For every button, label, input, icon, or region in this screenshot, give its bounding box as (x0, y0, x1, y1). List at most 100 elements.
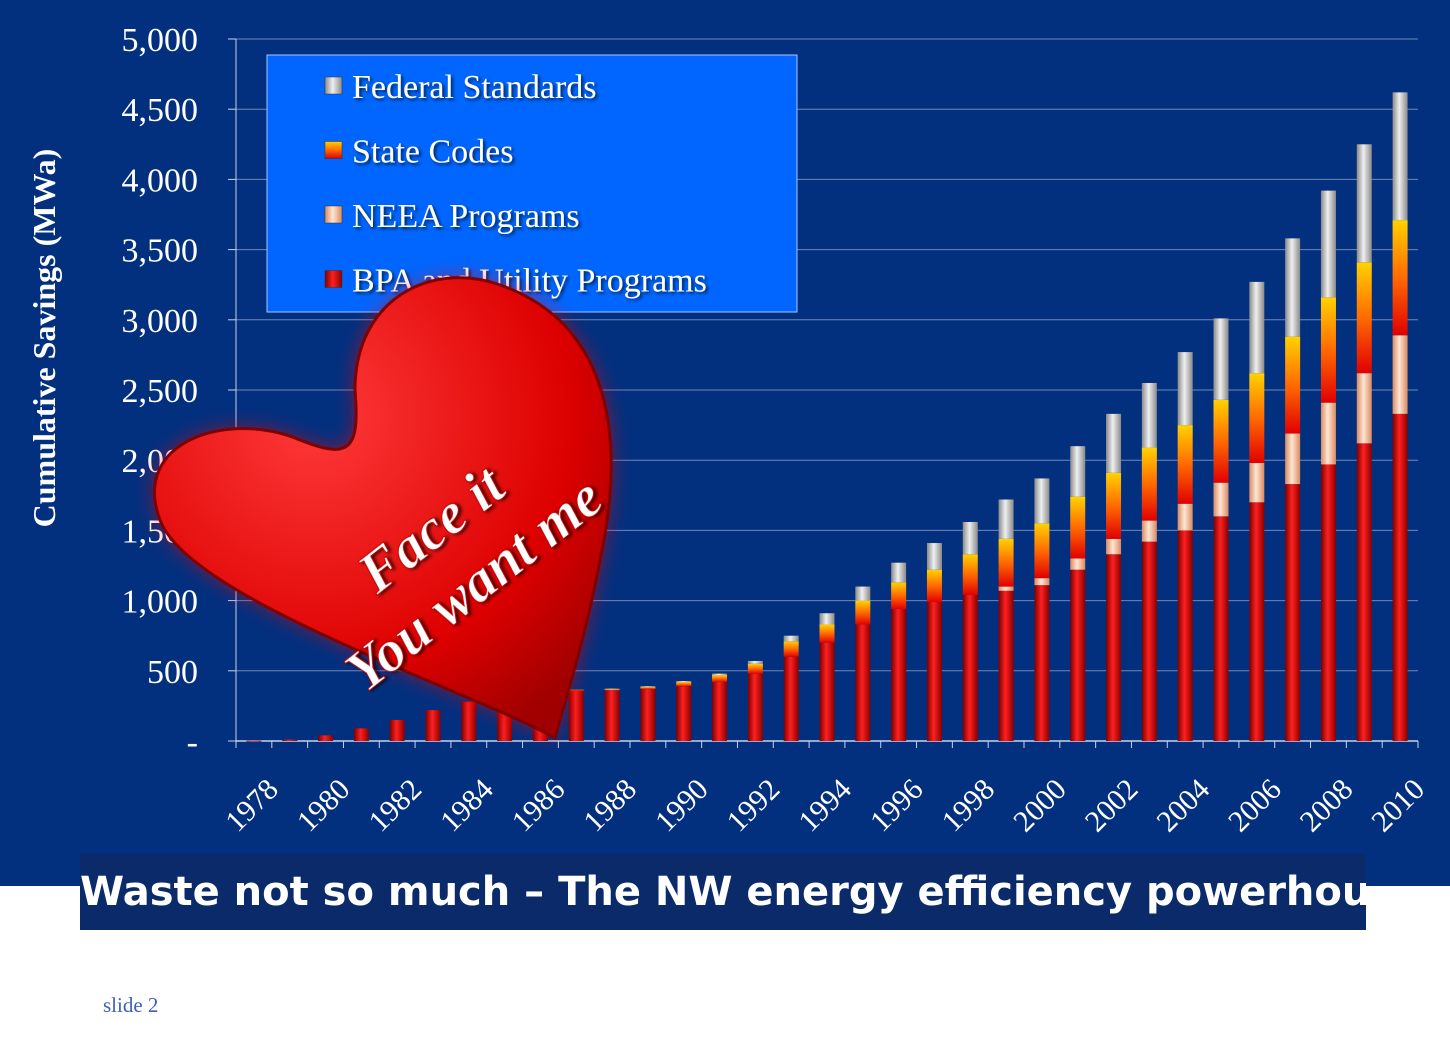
bar-bpa-and-utility-programs-1994 (819, 642, 835, 741)
bar-federal-standards-2005 (1213, 318, 1229, 400)
bar-federal-standards-1999 (998, 499, 1014, 539)
x-tick-label: 1998 (935, 773, 1001, 839)
bar-neea-programs-2001 (1070, 558, 1086, 570)
bar-bpa-and-utility-programs-1990 (676, 686, 692, 741)
y-tick-label: 3,500 (122, 233, 199, 270)
bar-state-codes-2007 (1285, 336, 1301, 434)
bar-bpa-and-utility-programs-2001 (1070, 569, 1086, 741)
y-axis-label: Cumulative Savings (MWa) (26, 149, 62, 528)
legend-swatch (324, 141, 343, 159)
bar-federal-standards-2006 (1249, 281, 1265, 374)
y-tick-label: 4,500 (122, 92, 199, 129)
x-tick-label: 1982 (362, 773, 428, 839)
bars (246, 92, 1408, 742)
legend-swatch (324, 205, 343, 224)
bar-state-codes-1988 (604, 689, 620, 691)
bar-federal-standards-2002 (1106, 413, 1122, 473)
bar-bpa-and-utility-programs-2008 (1320, 464, 1336, 741)
bar-state-codes-2010 (1392, 220, 1408, 336)
bar-state-codes-1989 (640, 686, 656, 690)
bar-federal-standards-2001 (1070, 446, 1086, 497)
bar-state-codes-1994 (819, 624, 835, 643)
bar-bpa-and-utility-programs-1995 (855, 624, 871, 741)
bar-bpa-and-utility-programs-1983 (425, 710, 441, 741)
y-tick-label: 4,000 (122, 162, 199, 199)
bar-bpa-and-utility-programs-1979 (282, 739, 298, 741)
bar-bpa-and-utility-programs-1988 (604, 690, 620, 741)
bar-bpa-and-utility-programs-1997 (926, 602, 942, 741)
x-tick-label: 2008 (1294, 773, 1360, 839)
bar-federal-standards-1996 (891, 562, 907, 583)
bar-state-codes-1993 (783, 641, 799, 657)
bar-state-codes-1991 (712, 675, 728, 683)
bar-state-codes-1995 (855, 600, 871, 625)
slide-title-banner: Waste not so much – The NW energy effici… (80, 854, 1366, 930)
bar-neea-programs-2005 (1213, 482, 1229, 517)
bar-bpa-and-utility-programs-1999 (998, 590, 1014, 741)
legend-label: State Codes (352, 134, 513, 171)
x-tick-label: 1980 (291, 773, 357, 839)
bar-state-codes-2008 (1320, 297, 1336, 403)
bar-state-codes-2004 (1177, 425, 1193, 504)
bar-bpa-and-utility-programs-2005 (1213, 516, 1229, 741)
bar-state-codes-1997 (926, 569, 942, 603)
bar-federal-standards-1988 (604, 688, 620, 690)
bar-federal-standards-1997 (926, 543, 942, 570)
bar-federal-standards-1990 (676, 681, 692, 683)
bar-bpa-and-utility-programs-2006 (1249, 502, 1265, 741)
bar-federal-standards-2003 (1141, 382, 1157, 448)
bar-bpa-and-utility-programs-2003 (1141, 541, 1157, 741)
legend-box (266, 54, 798, 313)
bar-federal-standards-1992 (747, 660, 763, 664)
bar-bpa-and-utility-programs-1989 (640, 689, 656, 741)
y-tick-label: 500 (147, 654, 198, 691)
y-tick-label: 1,000 (122, 584, 199, 621)
y-tick-label: 3,000 (122, 303, 199, 340)
y-tick-label: 5,000 (122, 22, 199, 59)
bar-federal-standards-2010 (1392, 92, 1408, 221)
bar-state-codes-1990 (676, 682, 692, 687)
bar-state-codes-1992 (747, 663, 763, 674)
legend-label: NEEA Programs (352, 198, 580, 235)
bar-state-codes-2001 (1070, 496, 1086, 559)
x-tick-label: 1990 (649, 773, 715, 839)
x-tick-label: 1988 (577, 773, 643, 839)
bar-bpa-and-utility-programs-2009 (1356, 443, 1372, 741)
bar-bpa-and-utility-programs-1991 (712, 682, 728, 741)
bar-federal-standards-2007 (1285, 238, 1301, 337)
x-tick-label: 1992 (721, 773, 787, 839)
bar-bpa-and-utility-programs-1984 (461, 701, 477, 741)
chart-area: -5001,0001,5002,0002,5003,0003,5004,0004… (26, 22, 1431, 839)
bar-bpa-and-utility-programs-2010 (1392, 413, 1408, 741)
bar-bpa-and-utility-programs-1993 (783, 656, 799, 741)
bar-neea-programs-1999 (998, 586, 1014, 591)
bar-state-codes-2006 (1249, 373, 1265, 464)
bar-neea-programs-2002 (1106, 538, 1122, 555)
legend: Federal Standards State Codes NEEA Program… (266, 54, 798, 313)
heart-sticker: Face it You want me (153, 276, 615, 741)
legend-label: Federal Standards (352, 69, 597, 106)
bar-federal-standards-2009 (1356, 144, 1372, 263)
x-tick-label: 2000 (1007, 773, 1073, 839)
x-tick-label: 1978 (219, 773, 285, 839)
bar-federal-standards-1993 (783, 635, 799, 642)
bar-neea-programs-2010 (1392, 335, 1408, 414)
bar-state-codes-2000 (1034, 523, 1050, 579)
bar-state-codes-2003 (1141, 447, 1157, 521)
bar-federal-standards-1991 (712, 673, 728, 676)
bar-state-codes-2002 (1106, 472, 1122, 539)
heart-shape (153, 276, 613, 741)
bar-state-codes-1998 (962, 554, 978, 595)
bar-neea-programs-2008 (1320, 402, 1336, 465)
bar-federal-standards-1995 (855, 586, 871, 601)
bar-federal-standards-1998 (962, 521, 978, 555)
bar-bpa-and-utility-programs-1978 (246, 740, 262, 742)
bar-bpa-and-utility-programs-1980 (318, 735, 334, 741)
bar-federal-standards-2008 (1320, 190, 1336, 298)
bar-bpa-and-utility-programs-2004 (1177, 530, 1193, 741)
x-tick-label: 1986 (506, 773, 572, 839)
bar-federal-standards-2004 (1177, 352, 1193, 426)
x-tick-label: 2006 (1222, 773, 1288, 839)
bar-state-codes-1987 (568, 689, 584, 691)
bar-neea-programs-2004 (1177, 503, 1193, 531)
